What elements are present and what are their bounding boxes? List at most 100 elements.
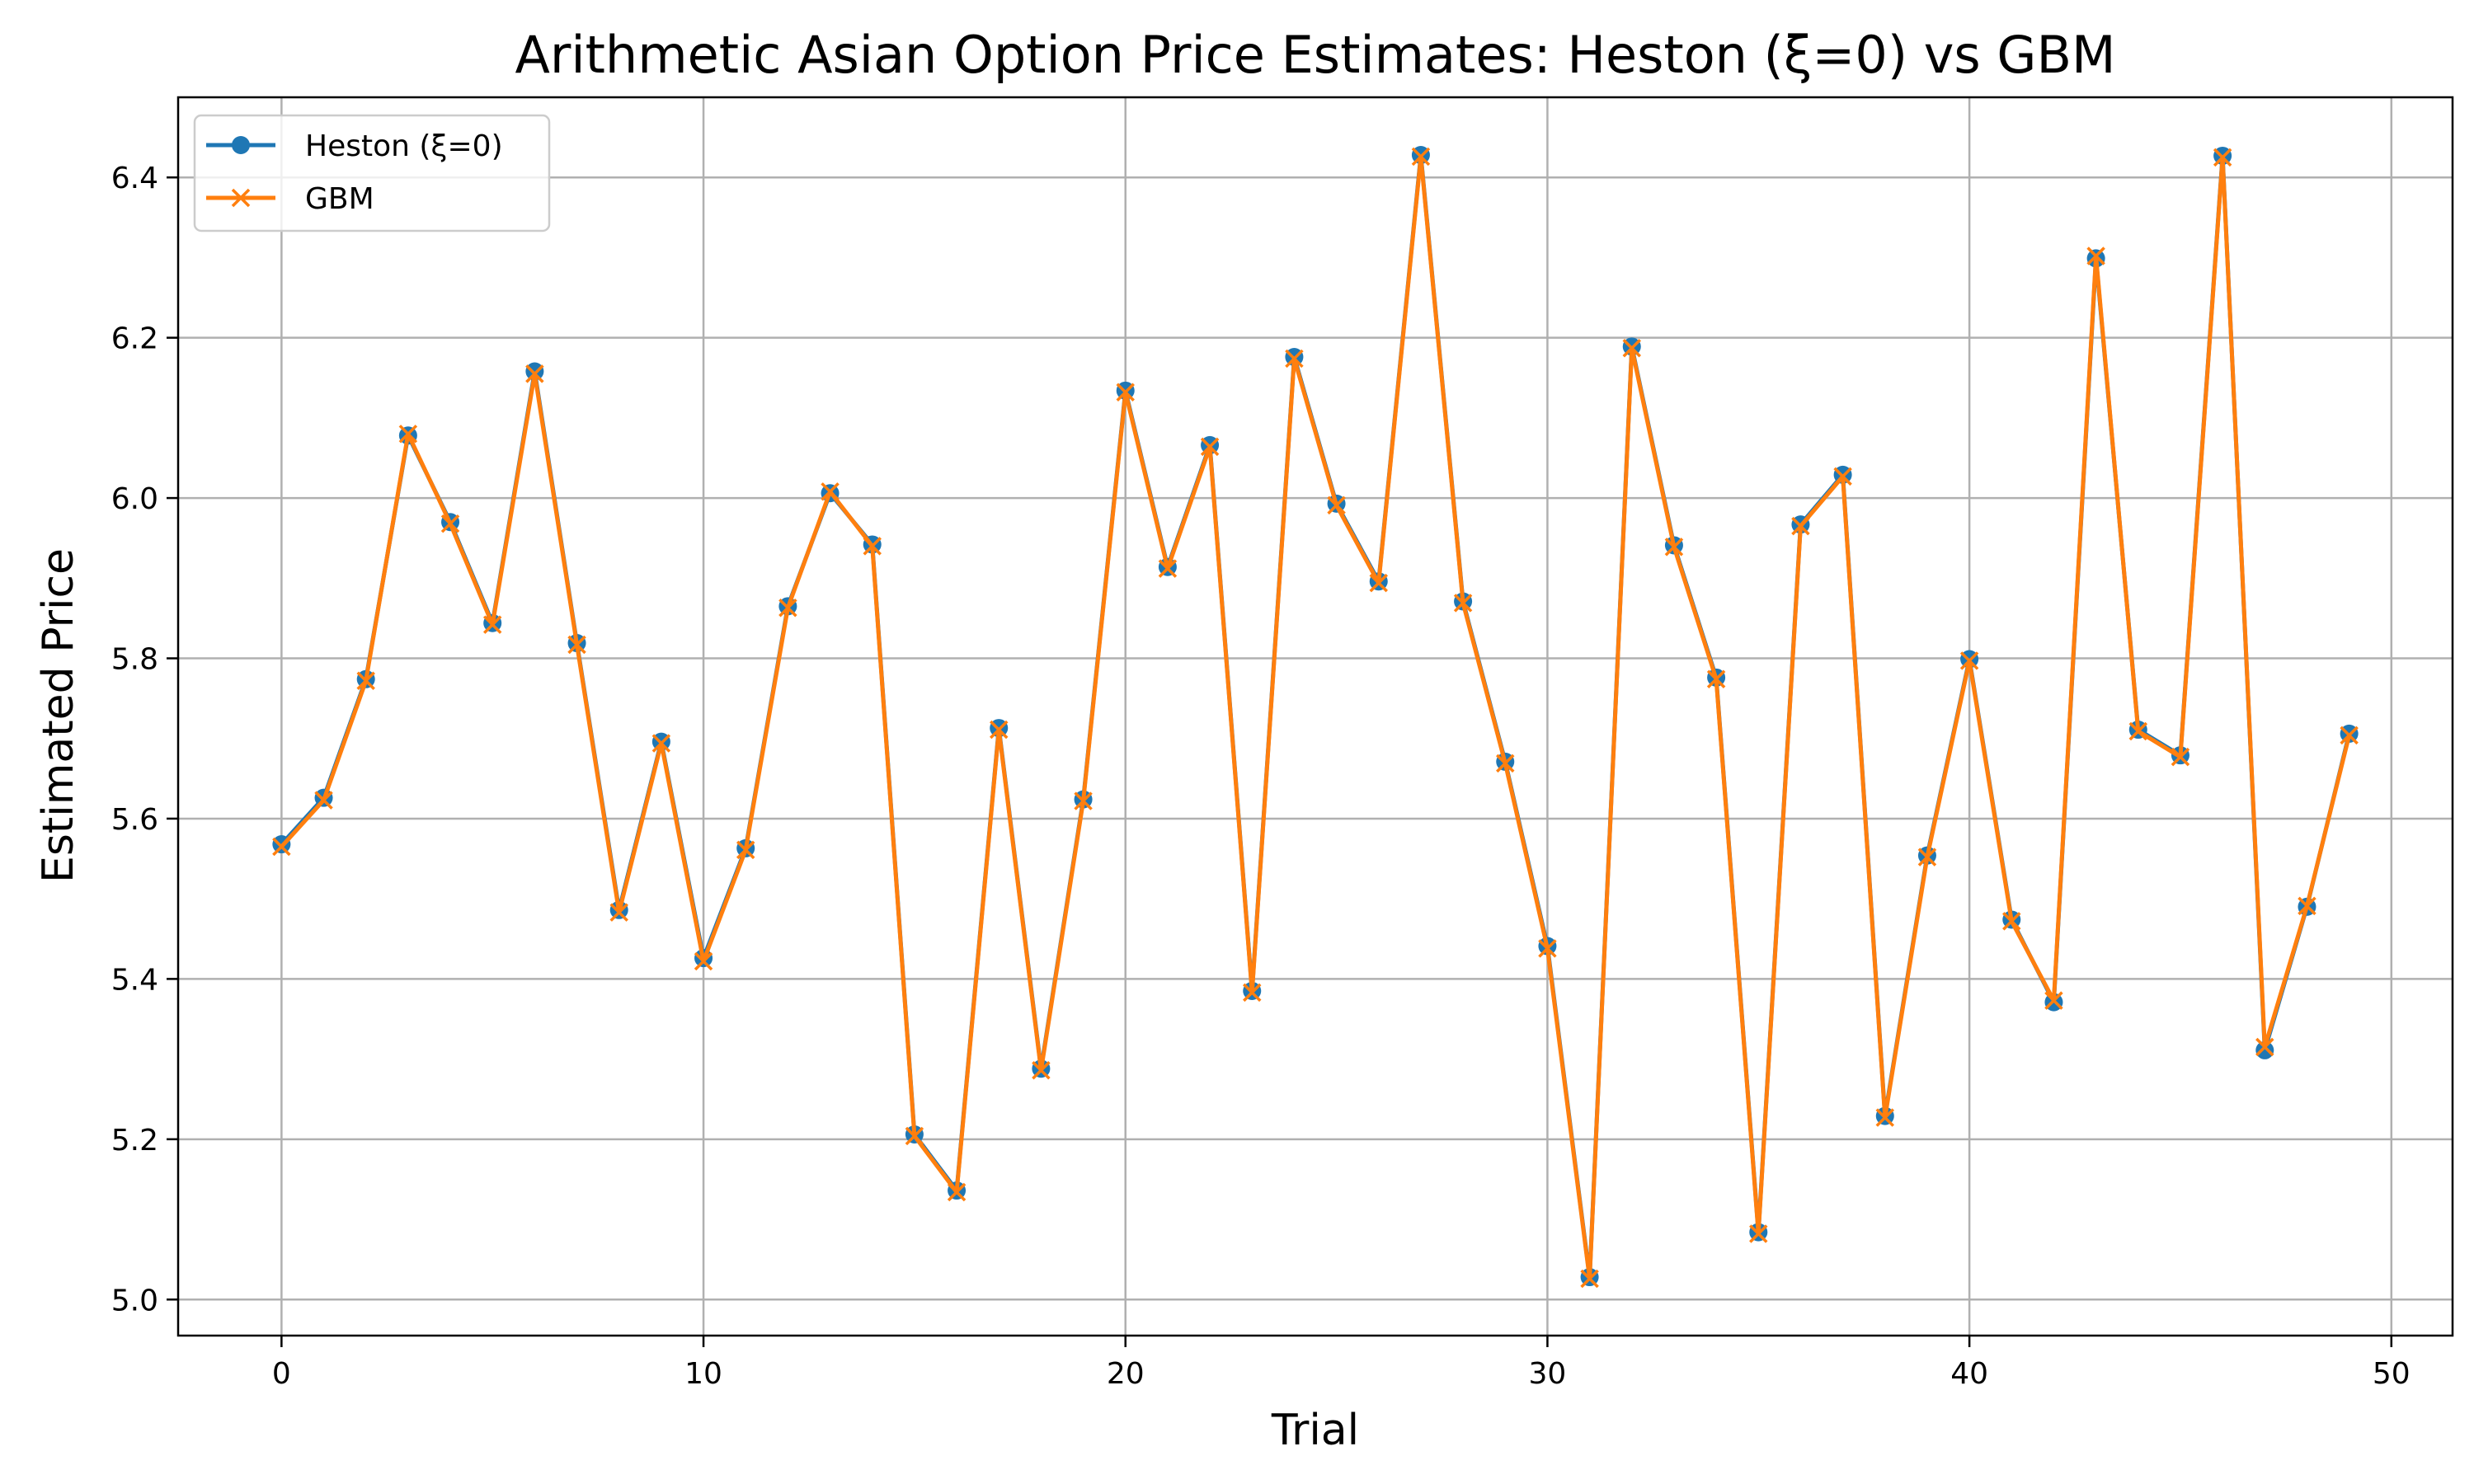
x-tick-label: 30	[1529, 1357, 1567, 1391]
data-point	[1158, 559, 1178, 578]
data-point	[272, 837, 291, 857]
data-point	[2255, 1040, 2274, 1059]
y-tick-label: 6.2	[111, 322, 158, 356]
data-point	[1749, 1224, 1768, 1243]
x-marker-stroke	[2128, 721, 2148, 741]
x-axis-label: Trial	[1271, 1406, 1359, 1455]
data-point	[1917, 848, 1937, 866]
data-point	[1116, 383, 1135, 402]
x-marker-stroke	[1833, 467, 1852, 486]
data-point	[1580, 1269, 1599, 1289]
x-marker-stroke	[1622, 339, 1642, 358]
data-point	[2086, 247, 2105, 265]
x-marker-stroke	[398, 425, 418, 444]
x-marker-stroke	[1116, 383, 1135, 402]
data-point	[2255, 1037, 2274, 1057]
legend-label: GBM	[305, 182, 374, 216]
legend-label: Heston (ξ=0)	[305, 129, 503, 163]
legend-swatch-marker	[232, 136, 250, 154]
data-point	[1200, 437, 1220, 457]
x-marker-stroke	[778, 599, 797, 618]
data-point	[989, 720, 1009, 740]
data-point	[2298, 896, 2316, 916]
data-point	[1622, 339, 1642, 358]
data-point	[1664, 538, 1684, 556]
x-tick-label: 0	[272, 1357, 291, 1391]
data-point	[821, 482, 840, 501]
series-gbm	[272, 147, 2359, 1289]
x-marker-stroke	[694, 951, 713, 971]
data-point	[1243, 983, 1262, 1003]
data-point	[905, 1126, 924, 1146]
x-marker-stroke	[1959, 651, 1979, 670]
x-marker-stroke	[609, 903, 628, 922]
y-tick-label: 6.0	[111, 482, 158, 516]
data-point	[1285, 349, 1304, 369]
x-marker-stroke	[736, 840, 755, 860]
data-point	[398, 425, 418, 444]
data-point	[1032, 1060, 1051, 1080]
data-point	[1538, 939, 1557, 958]
x-tick-label: 10	[684, 1357, 722, 1391]
x-marker-stroke	[567, 635, 586, 655]
legend-entries: Heston (ξ=0) GBM	[206, 129, 503, 216]
data-point	[947, 1182, 967, 1202]
x-marker-stroke	[356, 671, 375, 690]
plot-frame	[176, 96, 2454, 1337]
x-marker-stroke	[1580, 1269, 1599, 1289]
x-marker-stroke	[272, 837, 291, 857]
x-marker-stroke	[440, 514, 460, 533]
data-point	[2171, 747, 2190, 767]
x-marker-stroke	[482, 615, 502, 634]
x-tick-label: 40	[1950, 1357, 1988, 1391]
data-point	[2002, 912, 2021, 931]
x-marker-stroke	[2255, 1037, 2274, 1057]
data-point	[2128, 721, 2148, 741]
data-point	[1453, 594, 1473, 613]
data-point	[1706, 669, 1726, 689]
x-marker-stroke	[1453, 594, 1473, 613]
x-marker-stroke	[1411, 147, 1431, 167]
legend-entry: GBM	[206, 182, 374, 216]
x-marker-stroke	[2213, 148, 2232, 167]
data-point	[1496, 754, 1515, 773]
x-marker-stroke	[1875, 1108, 1895, 1127]
data-point	[356, 671, 375, 690]
x-marker-stroke	[1200, 437, 1220, 457]
x-marker-stroke	[1074, 791, 1093, 810]
data-point	[609, 903, 628, 922]
data-point	[2340, 726, 2359, 745]
x-marker-stroke	[1327, 495, 1346, 515]
chart-title: Arithmetic Asian Option Price Estimates:…	[515, 25, 2115, 85]
y-tick-label: 5.4	[111, 963, 158, 997]
data-point	[1411, 147, 1431, 167]
legend-swatch-marker	[231, 188, 251, 208]
data-point	[778, 599, 797, 618]
tick-layer: 0 10 20 30 40 50 5.0 5.2 5.4 5.6 5.8 6.0 6.2 6.4	[111, 162, 2411, 1391]
x-marker-stroke	[1369, 573, 1388, 593]
data-point	[525, 362, 544, 381]
x-marker-stroke	[2086, 247, 2105, 265]
x-marker-stroke	[1749, 1224, 1768, 1243]
data-point	[1833, 467, 1852, 486]
series-layer	[272, 145, 2359, 1289]
data-point	[482, 615, 502, 634]
data-point	[567, 635, 586, 655]
data-point	[1959, 651, 1979, 670]
x-marker-stroke	[314, 791, 333, 810]
y-tick-label: 5.2	[111, 1124, 158, 1158]
data-point	[694, 951, 713, 971]
x-marker-stroke	[525, 364, 544, 383]
x-marker-stroke	[1032, 1060, 1051, 1080]
legend: Heston (ξ=0) GBM	[193, 114, 551, 232]
x-marker-stroke	[905, 1126, 924, 1146]
x-marker-stroke	[2044, 991, 2063, 1010]
y-tick-label: 5.0	[111, 1284, 158, 1317]
data-point	[1875, 1108, 1895, 1127]
data-point	[2044, 991, 2063, 1010]
x-marker-stroke	[1791, 516, 1810, 536]
legend-box	[193, 114, 551, 232]
y-tick-label: 5.8	[111, 643, 158, 677]
